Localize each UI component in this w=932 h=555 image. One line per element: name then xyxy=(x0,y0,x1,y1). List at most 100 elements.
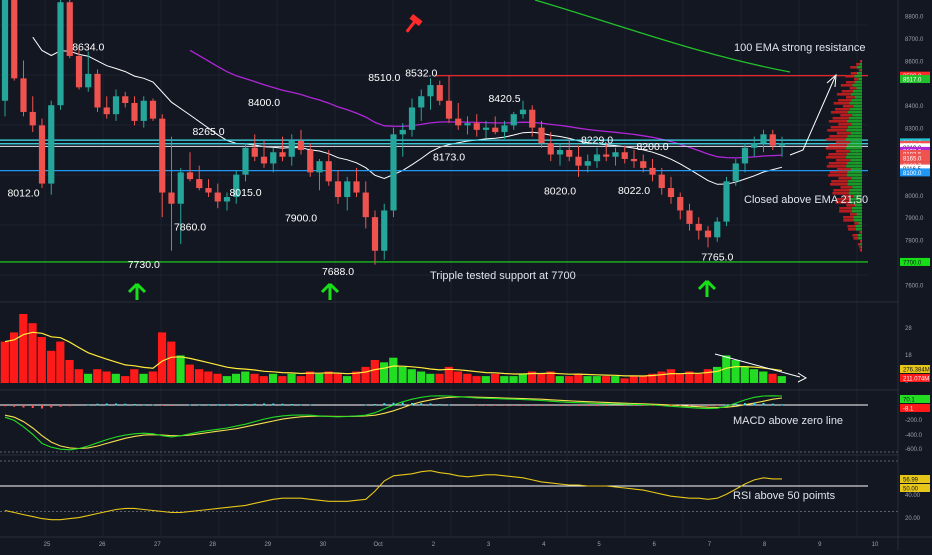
profile-bar-buy xyxy=(861,240,862,243)
candle-down xyxy=(20,60,27,117)
profile-bar-buy xyxy=(852,114,862,117)
macd-histogram-bar xyxy=(605,405,608,406)
profile-bar-buy xyxy=(846,153,862,156)
volume-badge-bg xyxy=(900,365,930,373)
macd-badge-bg xyxy=(900,404,930,412)
price-label: 8634.0 xyxy=(72,42,104,54)
axis-badge: 8100.0 xyxy=(903,171,922,177)
volume-pane xyxy=(0,314,786,383)
volume-bar xyxy=(361,366,370,383)
candle-body xyxy=(649,167,656,175)
profile-bar-sell xyxy=(856,63,860,66)
candle-body xyxy=(630,158,638,162)
macd-histogram-bar xyxy=(596,405,598,407)
candle-body xyxy=(695,223,702,231)
volume-bar xyxy=(426,373,435,383)
macd-histogram-bar xyxy=(189,404,191,406)
candle-up xyxy=(233,170,240,204)
level-lines xyxy=(0,75,868,263)
profile-bar-buy xyxy=(850,198,862,201)
date-tick: 9 xyxy=(818,542,822,548)
macd-histogram-bar xyxy=(429,403,432,406)
candle-body xyxy=(168,192,175,204)
macd-histogram-bar xyxy=(734,403,737,406)
profile-bar-sell xyxy=(858,243,861,246)
volume-bar xyxy=(83,373,93,383)
date-tick: 6 xyxy=(653,542,657,548)
date-tick: Oct xyxy=(374,542,384,548)
candle-up xyxy=(316,158,323,191)
volume-bar xyxy=(93,369,102,383)
profile-bar-buy xyxy=(848,111,862,114)
macd-histogram-bar xyxy=(503,405,506,406)
macd-histogram-bar xyxy=(753,402,756,406)
candle-body xyxy=(75,55,83,88)
profile-bar-sell xyxy=(828,144,847,147)
profile-bar-buy xyxy=(850,132,862,135)
macd-histogram-bar xyxy=(540,405,543,406)
candle-body xyxy=(556,150,564,155)
macd-histogram-bar xyxy=(744,403,746,406)
volume-bar xyxy=(620,378,629,383)
macd-histogram-bar xyxy=(485,405,487,406)
macd-histogram-bar xyxy=(235,404,238,406)
volume-badge: 211.074M xyxy=(903,377,929,383)
candle-body xyxy=(11,0,18,79)
profile-bar-sell xyxy=(827,129,847,132)
macd-histogram-bar xyxy=(725,404,728,406)
volume-bar xyxy=(777,376,786,383)
macd-histogram-bar xyxy=(13,405,16,407)
annotation-rsi: RSI above 50 poimts xyxy=(733,490,836,502)
profile-bar-sell xyxy=(849,87,857,90)
candle-body xyxy=(501,125,508,133)
volume-bar xyxy=(167,341,176,383)
profile-bar-sell xyxy=(835,201,851,204)
macd-tick: -600.0 xyxy=(905,447,923,453)
profile-bar-buy xyxy=(848,192,862,195)
arrow-up-icon xyxy=(127,282,147,300)
volume-bar xyxy=(0,341,9,383)
candle-body xyxy=(603,154,610,157)
profile-bar-buy xyxy=(855,225,862,228)
macd-histogram-bar xyxy=(207,404,210,406)
profile-bar-buy xyxy=(854,81,862,84)
candle-down xyxy=(630,150,638,168)
profile-bar-buy xyxy=(854,75,862,78)
rsi-line xyxy=(4,470,782,521)
candle-body xyxy=(334,181,342,198)
macd-histogram-bar xyxy=(420,403,423,406)
profile-bar-buy xyxy=(854,204,862,207)
macd-histogram-bar xyxy=(494,405,497,406)
ema-100-line xyxy=(534,0,791,73)
price-label: 8012.0 xyxy=(7,188,39,200)
price-label: 8532.0 xyxy=(405,67,437,79)
candle-body xyxy=(492,127,499,133)
candle-up xyxy=(556,143,564,166)
date-tick: 29 xyxy=(264,542,271,548)
profile-bar-buy xyxy=(855,228,862,231)
candle-body xyxy=(677,197,684,211)
candle-down xyxy=(205,179,212,198)
profile-bar-sell xyxy=(836,198,851,201)
profile-bar-buy xyxy=(861,249,862,252)
profile-bar-buy xyxy=(848,180,862,183)
macd-histogram-bar xyxy=(549,405,552,407)
volume-bar xyxy=(176,355,185,383)
candle-up xyxy=(270,147,277,173)
macd-histogram-bar xyxy=(512,405,515,406)
axis-badge-bg xyxy=(900,153,930,162)
profile-bar-buy xyxy=(850,141,862,144)
axis-badge: 8165.0 xyxy=(903,156,922,162)
profile-bar-sell xyxy=(839,207,852,210)
macd-histogram-bar xyxy=(762,403,765,406)
macd-histogram-bar xyxy=(707,405,709,407)
candle-body xyxy=(658,174,665,189)
profile-bar-sell xyxy=(835,150,851,153)
volume-tick: 28 xyxy=(905,326,912,332)
candle-down xyxy=(677,192,684,220)
profile-bar-sell xyxy=(858,69,861,72)
macd-histogram-bar xyxy=(59,405,62,407)
macd-histogram-bar xyxy=(697,405,700,407)
